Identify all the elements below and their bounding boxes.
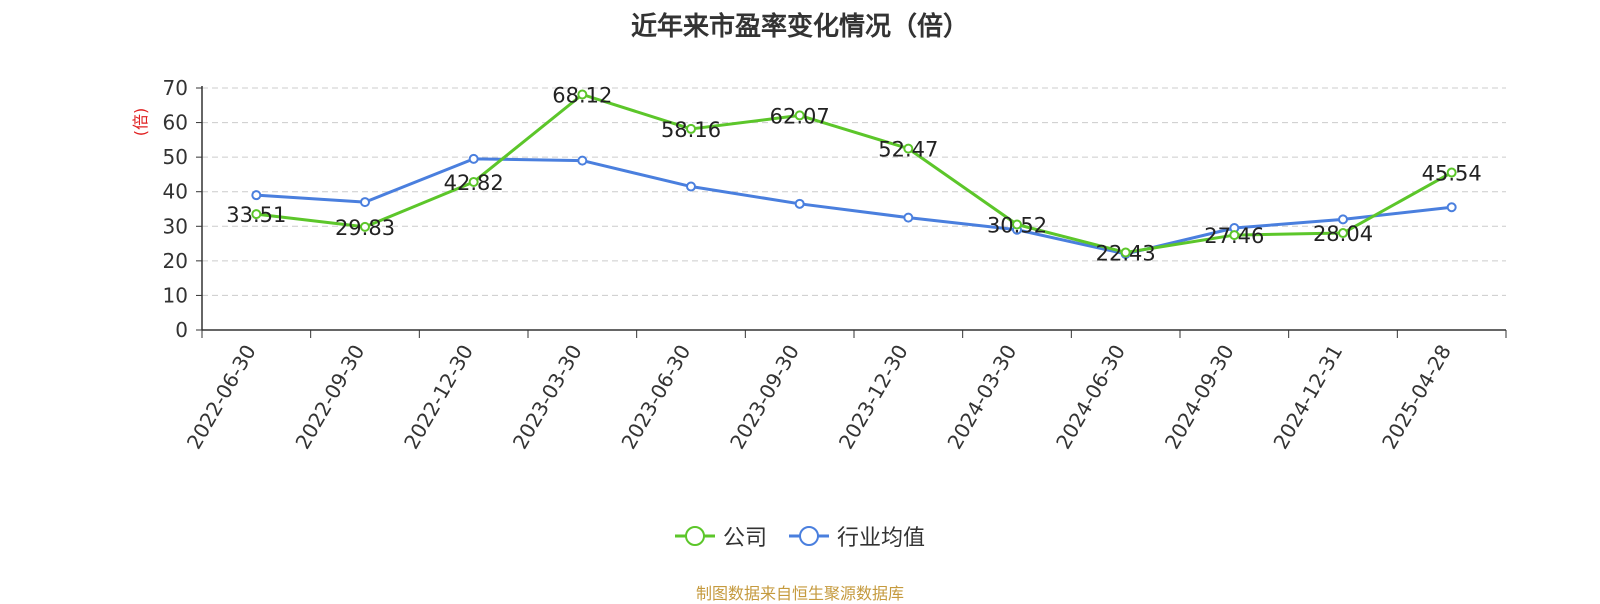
data-point-company[interactable] — [794, 110, 805, 121]
x-tick-label: 2024-12-31 — [1268, 341, 1347, 454]
y-tick-label: 50 — [163, 145, 188, 169]
chart-title: 近年来市盈率变化情况（倍） — [630, 12, 969, 42]
x-tick-label: 2022-06-30 — [182, 341, 261, 454]
x-tick-label: 2024-06-30 — [1051, 341, 1130, 454]
data-label-company: 29.83 — [335, 216, 395, 240]
y-axis-label: (倍) — [131, 108, 150, 137]
data-label-company: 62.07 — [770, 104, 830, 128]
data-point-company[interactable] — [686, 123, 696, 134]
data-point-industry-avg[interactable] — [468, 153, 479, 164]
data-label-company: 45.54 — [1422, 162, 1482, 186]
y-tick-label: 70 — [163, 76, 188, 100]
data-label-company: 28.04 — [1313, 222, 1373, 246]
data-point-industry-avg[interactable] — [794, 198, 805, 209]
y-tick-label: 40 — [163, 180, 188, 204]
data-label-company: 58.16 — [661, 118, 721, 142]
legend-industry-marker-icon — [789, 526, 829, 546]
x-tick-label: 2022-12-30 — [399, 340, 478, 453]
data-point-company[interactable] — [1229, 230, 1240, 241]
data-point-industry-avg[interactable] — [360, 197, 370, 208]
x-tick-label: 2024-03-30 — [942, 341, 1021, 454]
y-tick-label: 0 — [175, 318, 188, 342]
data-label-company: 68.12 — [552, 83, 612, 107]
grid-lines — [202, 87, 1506, 296]
series-line-company — [256, 92, 1453, 254]
x-tick-label: 2024-09-30 — [1160, 341, 1239, 454]
data-point-company[interactable] — [1338, 228, 1348, 239]
legend-label-industry-avg: 行业均值 — [837, 526, 926, 551]
axes: 0 10 20 30 40 50 60 70 2022-06-30 2022-09-30 2022-… — [163, 76, 1507, 454]
x-tick-label: 2022-09-30 — [290, 341, 369, 454]
data-point-industry-avg[interactable] — [577, 155, 588, 166]
y-tick-label: 20 — [163, 249, 188, 273]
data-point-industry-avg[interactable] — [1446, 202, 1457, 213]
legend-company-marker-icon — [674, 526, 715, 546]
data-point-company[interactable] — [1012, 219, 1022, 230]
x-tick-label: 2023-09-30 — [725, 341, 804, 454]
data-point-industry-avg[interactable] — [251, 190, 262, 201]
legend-item-company[interactable]: 公司 — [674, 520, 767, 552]
data-point-company[interactable] — [577, 89, 588, 100]
data-label-company: 42.82 — [444, 171, 504, 195]
data-label-company: 22.43 — [1096, 241, 1156, 265]
data-point-company[interactable] — [251, 209, 262, 220]
data-label-company: 30.52 — [987, 213, 1047, 237]
legend-item-industry-avg[interactable]: 行业均值 — [789, 520, 925, 552]
source-note: 制图数据来自恒生聚源数据库 — [695, 584, 904, 603]
data-label-company: 52.47 — [878, 138, 938, 162]
y-tick-label: 60 — [163, 111, 188, 135]
data-point-industry-avg[interactable] — [903, 212, 914, 223]
data-labels: 33.51 29.83 42.82 68.12 58.16 62.07 52.47 30.52… — [226, 83, 1481, 265]
x-tick-label: 2023-03-30 — [508, 341, 587, 454]
data-point-company[interactable] — [360, 221, 370, 232]
series-lines — [251, 89, 1457, 259]
legend: 公司 行业均值 — [0, 520, 1600, 552]
data-point-company[interactable] — [903, 143, 914, 154]
data-point-company[interactable] — [1120, 247, 1131, 258]
data-point-industry-avg[interactable] — [686, 181, 696, 192]
data-label-company: 33.51 — [226, 203, 286, 227]
x-tick-label: 2023-06-30 — [616, 341, 695, 454]
y-tick-label: 30 — [163, 214, 188, 238]
legend-label-company: 公司 — [722, 526, 767, 551]
y-tick-label: 10 — [163, 283, 188, 307]
data-point-company[interactable] — [1446, 167, 1457, 178]
data-point-company[interactable] — [468, 176, 479, 187]
data-point-industry-avg[interactable] — [1338, 214, 1348, 225]
x-tick-label: 2023-12-30 — [834, 340, 913, 453]
data-label-company: 27.46 — [1204, 224, 1264, 248]
series-line-industry-avg — [256, 157, 1452, 256]
x-tick-label: 2025-04-28 — [1377, 341, 1456, 454]
